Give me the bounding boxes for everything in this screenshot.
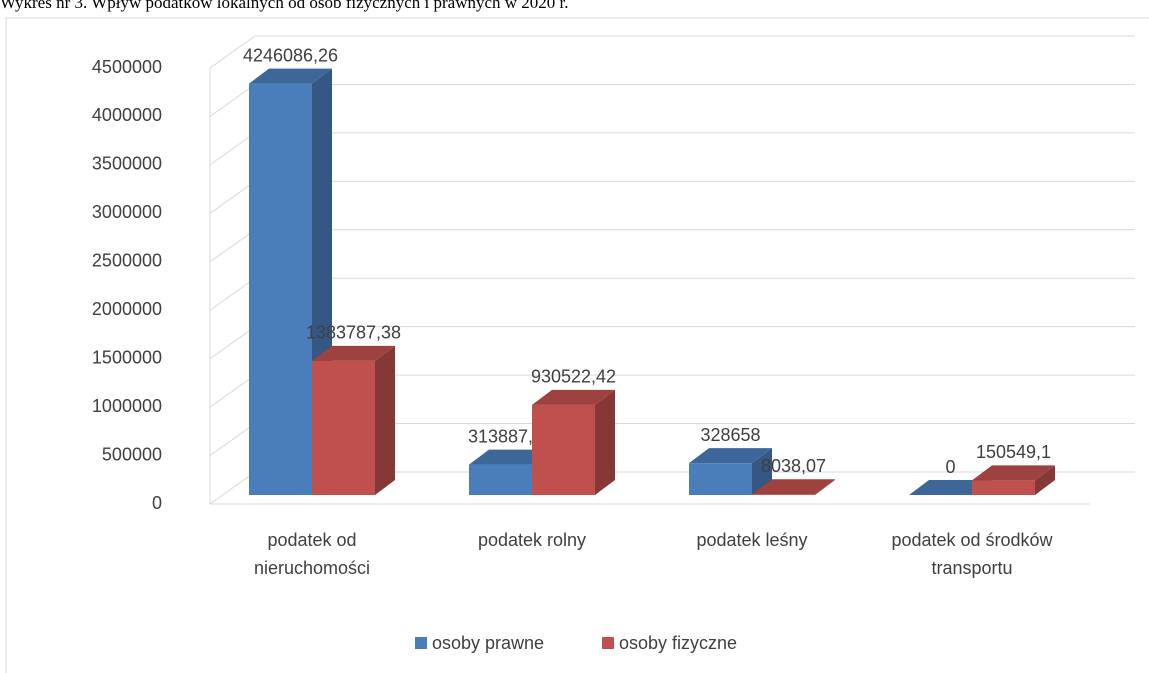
y-tick-label: 0: [152, 493, 162, 513]
bar: [972, 480, 1035, 495]
y-tick-label: 2500000: [92, 251, 162, 271]
y-tick-label: 2000000: [92, 299, 162, 319]
grid-line-side: [209, 35, 256, 69]
bar: [312, 360, 375, 495]
data-label: 4246086,26: [243, 45, 338, 65]
y-tick-label: 4500000: [92, 57, 162, 77]
bar-top: [972, 465, 1055, 481]
y-tick-label: 500000: [102, 444, 162, 464]
data-label: 8038,07: [761, 456, 826, 476]
bar-top: [909, 480, 992, 495]
bar: [752, 494, 815, 495]
y-tick-label: 1000000: [92, 396, 162, 416]
bar-side: [815, 479, 835, 495]
x-tick-label: podatek leśny: [696, 530, 808, 550]
bar-top: [689, 448, 772, 464]
grid-line-side: [209, 180, 256, 214]
grid-line-side: [209, 84, 256, 117]
y-tick-label: 1500000: [92, 347, 162, 367]
bar-top: [249, 68, 332, 84]
grid-line-side: [209, 132, 256, 166]
grid-line-side: [209, 326, 256, 360]
y-tick-label: 4000000: [92, 105, 162, 125]
bar: [689, 463, 752, 495]
bar: [532, 404, 595, 495]
grid-line-side: [209, 423, 256, 456]
x-tick-label: podatek od środków transportu: [891, 530, 1053, 578]
data-label: 150549,1: [976, 442, 1051, 462]
legend-label: osoby prawne: [432, 633, 544, 653]
bar-top: [532, 389, 615, 405]
y-tick-label: 3000000: [92, 202, 162, 222]
bar: [249, 83, 312, 496]
x-tick-label: podatek rolny: [477, 530, 587, 550]
grid-line-side: [209, 229, 256, 263]
data-label: 313887,66: [468, 426, 553, 446]
x-tick-label: podatek od nieruchomości: [253, 530, 371, 578]
bar-top: [312, 345, 395, 361]
bar-side: [375, 345, 395, 495]
legend-label: osoby fizyczne: [619, 633, 737, 653]
grid-line-side: [209, 471, 256, 505]
y-tick-label: 3500000: [92, 154, 162, 174]
grid-line-side: [209, 374, 256, 408]
bar: [469, 464, 532, 495]
bar-side: [595, 389, 615, 495]
data-label: 0: [945, 457, 955, 477]
bar-top: [469, 449, 552, 465]
legend-swatch: [602, 637, 614, 649]
data-label: 1383787,38: [306, 323, 401, 343]
data-label: 328658: [700, 425, 760, 445]
bar-top: [752, 479, 835, 495]
data-label: 930522,42: [531, 367, 616, 387]
grid-line-side: [209, 277, 256, 311]
bar-side: [1035, 465, 1055, 495]
chart-title: Wykres nr 3. Wpływ podatków lokalnych od…: [0, 0, 569, 12]
chart-border: [5, 17, 1149, 673]
legend-swatch: [415, 637, 427, 649]
